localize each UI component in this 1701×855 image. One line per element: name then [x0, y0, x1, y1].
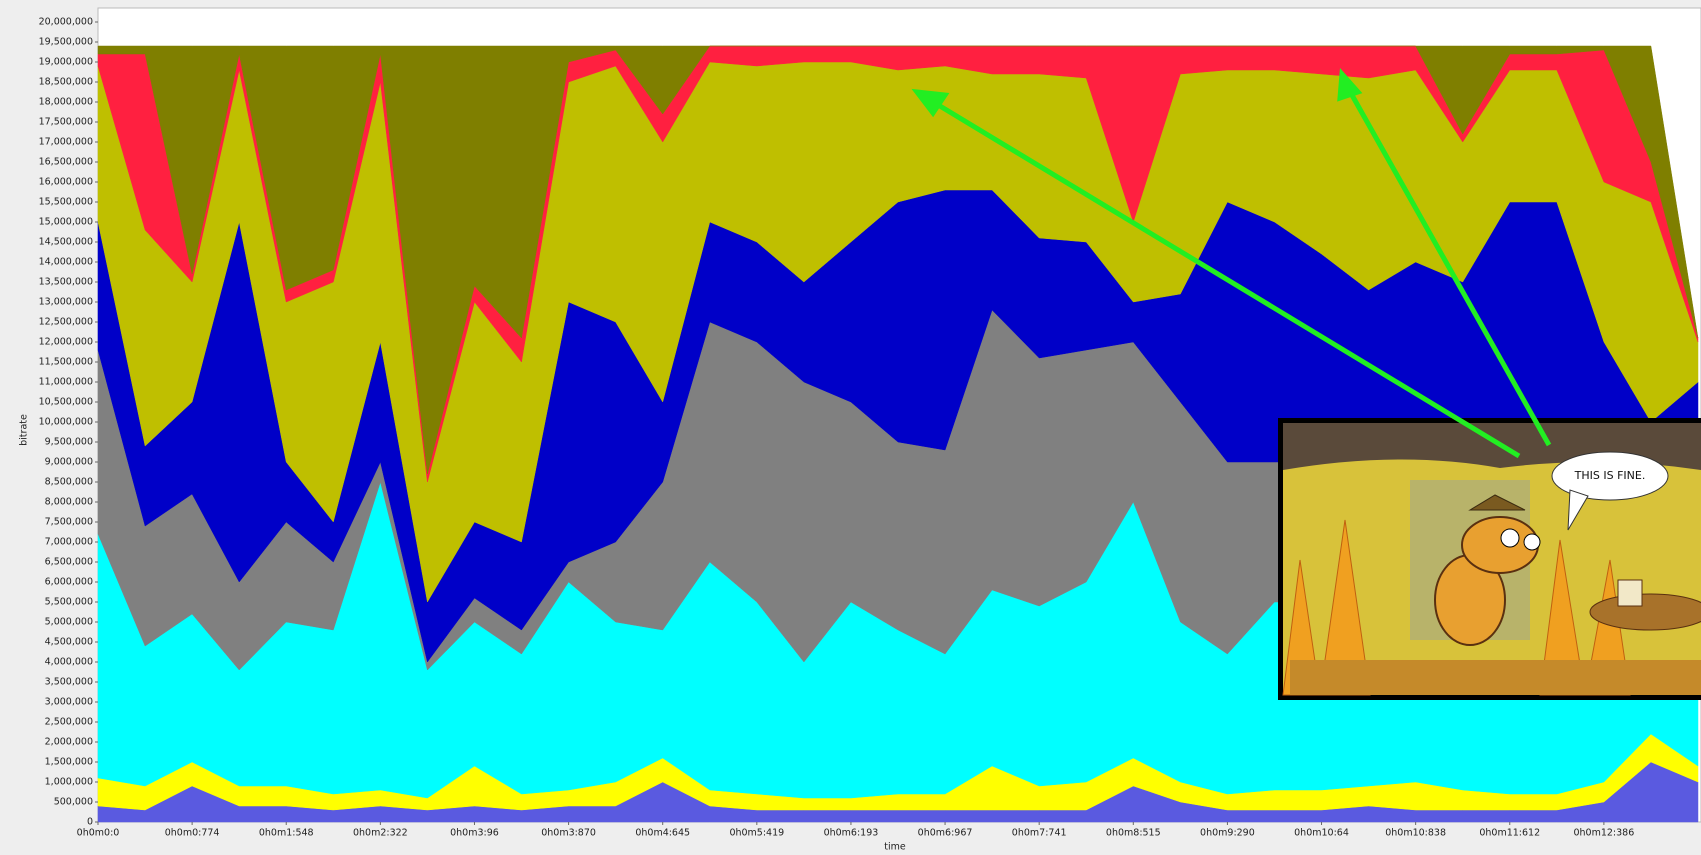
- y-tick-label: 10,000,000: [39, 417, 93, 428]
- x-tick-label: 0h0m6:967: [918, 828, 973, 839]
- y-tick-label: 3,500,000: [45, 677, 93, 688]
- meme-dog-eye: [1501, 529, 1519, 547]
- y-tick-label: 4,000,000: [45, 657, 93, 668]
- y-tick-label: 18,500,000: [39, 77, 93, 88]
- x-tick-label: 0h0m7:741: [1012, 828, 1067, 839]
- meme-image: THIS IS FINE.: [1278, 418, 1701, 700]
- x-tick-label: 0h0m10:64: [1294, 828, 1349, 839]
- y-axis-label: bitrate: [19, 414, 30, 446]
- chart: bitrate time 0 500,000 1,000,000 1,500,000 2…: [0, 0, 1701, 855]
- y-tick-label: 17,500,000: [39, 117, 93, 128]
- y-tick-label: 5,500,000: [45, 597, 93, 608]
- y-tick-label: 1,000,000: [45, 777, 93, 788]
- meme-dog-eye: [1524, 534, 1540, 550]
- y-tick-label: 20,000,000: [39, 17, 93, 28]
- x-tick-label: 0h0m3:96: [450, 828, 499, 839]
- x-tick-label: 0h0m0:774: [165, 828, 220, 839]
- y-tick-label: 11,500,000: [39, 357, 93, 368]
- x-tick-label: 0h0m1:548: [259, 828, 314, 839]
- y-tick-label: 15,000,000: [39, 217, 93, 228]
- y-tick-label: 16,500,000: [39, 157, 93, 168]
- x-tick-label: 0h0m12:386: [1573, 828, 1634, 839]
- y-tick-label: 5,000,000: [45, 617, 93, 628]
- y-tick-label: 19,000,000: [39, 57, 93, 68]
- y-tick-label: 18,000,000: [39, 97, 93, 108]
- x-tick-label: 0h0m0:0: [77, 828, 120, 839]
- y-tick-label: 19,500,000: [39, 37, 93, 48]
- meme-floor: [1290, 660, 1701, 695]
- y-tick-label: 7,500,000: [45, 517, 93, 528]
- y-tick-label: 0: [87, 817, 93, 828]
- y-tick-label: 14,500,000: [39, 237, 93, 248]
- x-tick-label: 0h0m11:612: [1479, 828, 1540, 839]
- y-tick-label: 6,000,000: [45, 577, 93, 588]
- x-tick-label: 0h0m3:870: [541, 828, 596, 839]
- x-tick-label: 0h0m9:290: [1200, 828, 1255, 839]
- y-tick-label: 8,000,000: [45, 497, 93, 508]
- x-axis-label: time: [884, 842, 906, 853]
- y-tick-label: 3,000,000: [45, 697, 93, 708]
- y-tick-label: 7,000,000: [45, 537, 93, 548]
- y-tick-label: 11,000,000: [39, 377, 93, 388]
- y-tick-label: 9,500,000: [45, 437, 93, 448]
- x-tick-label: 0h0m4:645: [635, 828, 690, 839]
- x-tick-label: 0h0m6:193: [824, 828, 879, 839]
- meme-caption: THIS IS FINE.: [1574, 469, 1646, 482]
- y-tick-label: 14,000,000: [39, 257, 93, 268]
- y-tick-label: 12,000,000: [39, 337, 93, 348]
- x-tick-label: 0h0m2:322: [353, 828, 408, 839]
- y-tick-label: 500,000: [54, 797, 93, 808]
- meme-mug: [1618, 580, 1642, 606]
- x-tick-label: 0h0m8:515: [1106, 828, 1161, 839]
- y-tick-label: 12,500,000: [39, 317, 93, 328]
- y-tick-label: 10,500,000: [39, 397, 93, 408]
- y-tick-label: 13,000,000: [39, 297, 93, 308]
- x-tick-label: 0h0m10:838: [1385, 828, 1446, 839]
- y-tick-label: 8,500,000: [45, 477, 93, 488]
- x-tick-label: 0h0m5:419: [729, 828, 784, 839]
- y-tick-label: 9,000,000: [45, 457, 93, 468]
- y-tick-label: 4,500,000: [45, 637, 93, 648]
- y-tick-label: 15,500,000: [39, 197, 93, 208]
- y-tick-label: 2,500,000: [45, 717, 93, 728]
- y-tick-label: 13,500,000: [39, 277, 93, 288]
- y-tick-label: 17,000,000: [39, 137, 93, 148]
- page: bitrate time 0 500,000 1,000,000 1,500,000 2…: [0, 0, 1701, 855]
- y-tick-label: 6,500,000: [45, 557, 93, 568]
- y-tick-label: 1,500,000: [45, 757, 93, 768]
- y-tick-label: 2,000,000: [45, 737, 93, 748]
- y-tick-label: 16,000,000: [39, 177, 93, 188]
- meme-table: [1590, 594, 1701, 630]
